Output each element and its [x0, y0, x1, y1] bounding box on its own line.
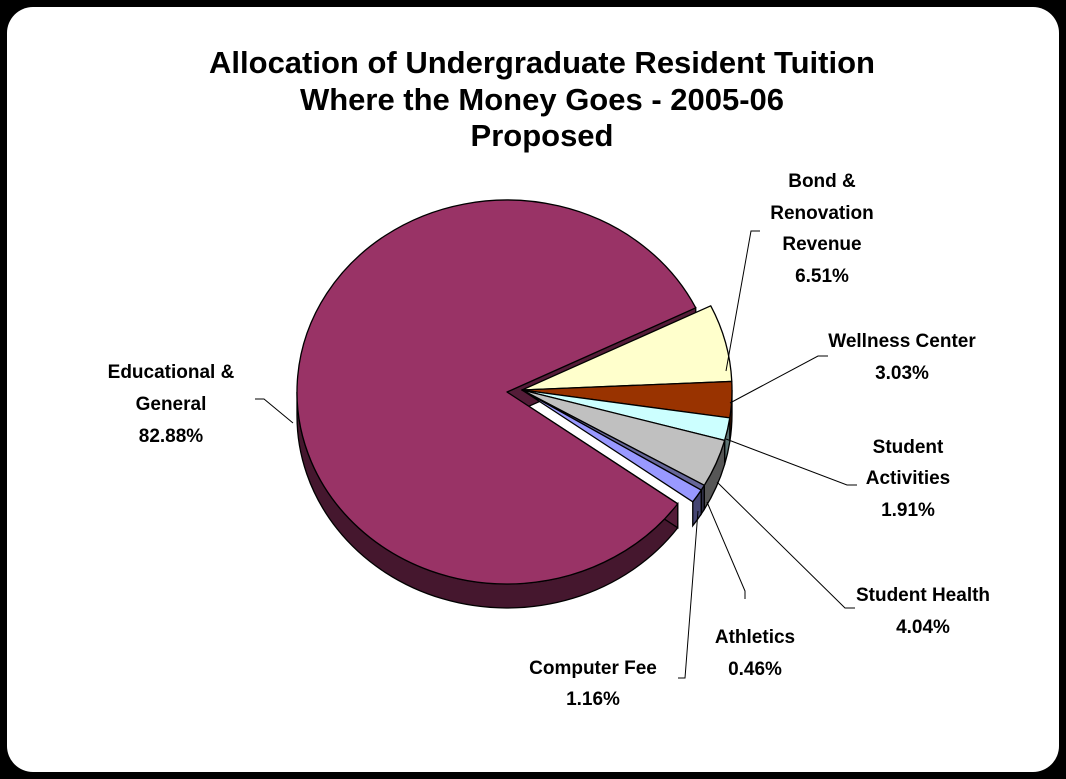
slice-percent-wellness-center: 3.03% [875, 363, 929, 384]
leader-line-athletics [707, 502, 745, 599]
leader-line-student-health [717, 482, 855, 608]
leader-line-bond-and-renovation-revenue [726, 231, 760, 371]
slice-percent-student-health: 4.04% [896, 617, 950, 638]
chart-title-line-2: Where the Money Goes - 2005-06 [300, 82, 784, 117]
slice-percent-educational-and-general: 82.88% [139, 426, 204, 447]
leader-line-wellness-center [730, 356, 828, 403]
slice-percent-computer-fee: 1.16% [566, 689, 620, 710]
slice-name-wellness-center-1: Wellness Center [828, 331, 976, 352]
leader-line-computer-fee [678, 511, 698, 678]
slice-name-bond-and-renovation-revenue-1: Bond & [788, 171, 856, 192]
slice-percent-athletics: 0.46% [728, 659, 782, 680]
slice-name-student-activities-2: Activities [866, 468, 950, 489]
slice-name-student-activities-1: Student [873, 437, 944, 458]
pie-chart: Allocation of Undergraduate Resident Tui… [7, 7, 1059, 772]
slice-name-athletics-1: Athletics [715, 627, 795, 648]
slice-name-educational-and-general-1: Educational & [108, 362, 235, 383]
slice-name-educational-and-general-2: General [136, 394, 207, 415]
slice-name-bond-and-renovation-revenue-2: Renovation [770, 203, 873, 224]
chart-title: Allocation of Undergraduate Resident Tui… [209, 45, 875, 153]
chart-frame: Allocation of Undergraduate Resident Tui… [7, 7, 1059, 772]
slice-name-bond-and-renovation-revenue-3: Revenue [782, 234, 861, 255]
leader-line-student-activities [726, 439, 857, 485]
chart-title-line-1: Allocation of Undergraduate Resident Tui… [209, 45, 875, 80]
slice-name-student-health-1: Student Health [856, 585, 990, 606]
chart-title-line-3: Proposed [471, 118, 614, 153]
slice-name-computer-fee-1: Computer Fee [529, 658, 657, 679]
slice-percent-student-activities: 1.91% [881, 500, 935, 521]
leader-line-educational-and-general [255, 399, 293, 423]
slice-percent-bond-and-renovation-revenue: 6.51% [795, 266, 849, 287]
